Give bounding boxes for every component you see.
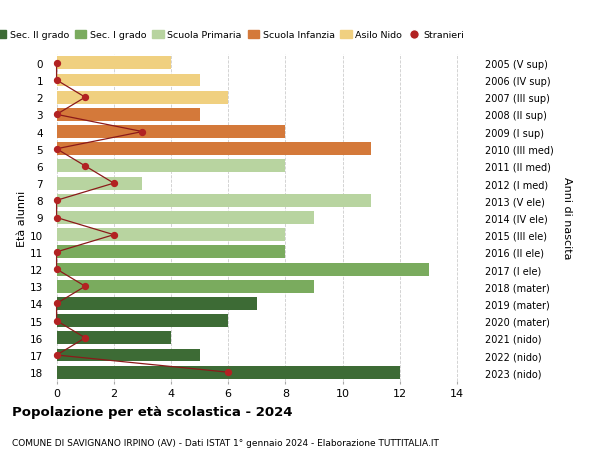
- Point: [137, 129, 147, 136]
- Bar: [56, 143, 371, 156]
- Point: [52, 249, 61, 256]
- Point: [52, 112, 61, 119]
- Bar: [56, 263, 428, 276]
- Point: [52, 352, 61, 359]
- Bar: [56, 160, 286, 173]
- Bar: [56, 229, 286, 241]
- Point: [52, 214, 61, 222]
- Point: [52, 300, 61, 308]
- Point: [52, 317, 61, 325]
- Point: [52, 266, 61, 273]
- Point: [52, 197, 61, 205]
- Text: COMUNE DI SAVIGNANO IRPINO (AV) - Dati ISTAT 1° gennaio 2024 - Elaborazione TUTT: COMUNE DI SAVIGNANO IRPINO (AV) - Dati I…: [12, 438, 439, 447]
- Text: Popolazione per età scolastica - 2024: Popolazione per età scolastica - 2024: [12, 405, 293, 419]
- Bar: [56, 74, 200, 87]
- Y-axis label: Età alunni: Età alunni: [17, 190, 27, 246]
- Point: [80, 163, 90, 170]
- Bar: [56, 212, 314, 224]
- Bar: [56, 109, 200, 122]
- Bar: [56, 332, 171, 345]
- Y-axis label: Anni di nascita: Anni di nascita: [562, 177, 572, 259]
- Bar: [56, 91, 228, 104]
- Point: [80, 335, 90, 342]
- Bar: [56, 126, 286, 139]
- Bar: [56, 366, 400, 379]
- Point: [109, 231, 119, 239]
- Legend: Sec. II grado, Sec. I grado, Scuola Primaria, Scuola Infanzia, Asilo Nido, Stran: Sec. II grado, Sec. I grado, Scuola Prim…: [0, 27, 467, 44]
- Bar: [56, 177, 142, 190]
- Bar: [56, 314, 228, 327]
- Bar: [56, 57, 171, 70]
- Bar: [56, 195, 371, 207]
- Point: [80, 283, 90, 290]
- Bar: [56, 297, 257, 310]
- Point: [52, 77, 61, 84]
- Point: [52, 146, 61, 153]
- Point: [80, 94, 90, 101]
- Bar: [56, 280, 314, 293]
- Bar: [56, 349, 200, 362]
- Bar: [56, 246, 286, 259]
- Point: [223, 369, 233, 376]
- Point: [109, 180, 119, 187]
- Point: [52, 60, 61, 67]
